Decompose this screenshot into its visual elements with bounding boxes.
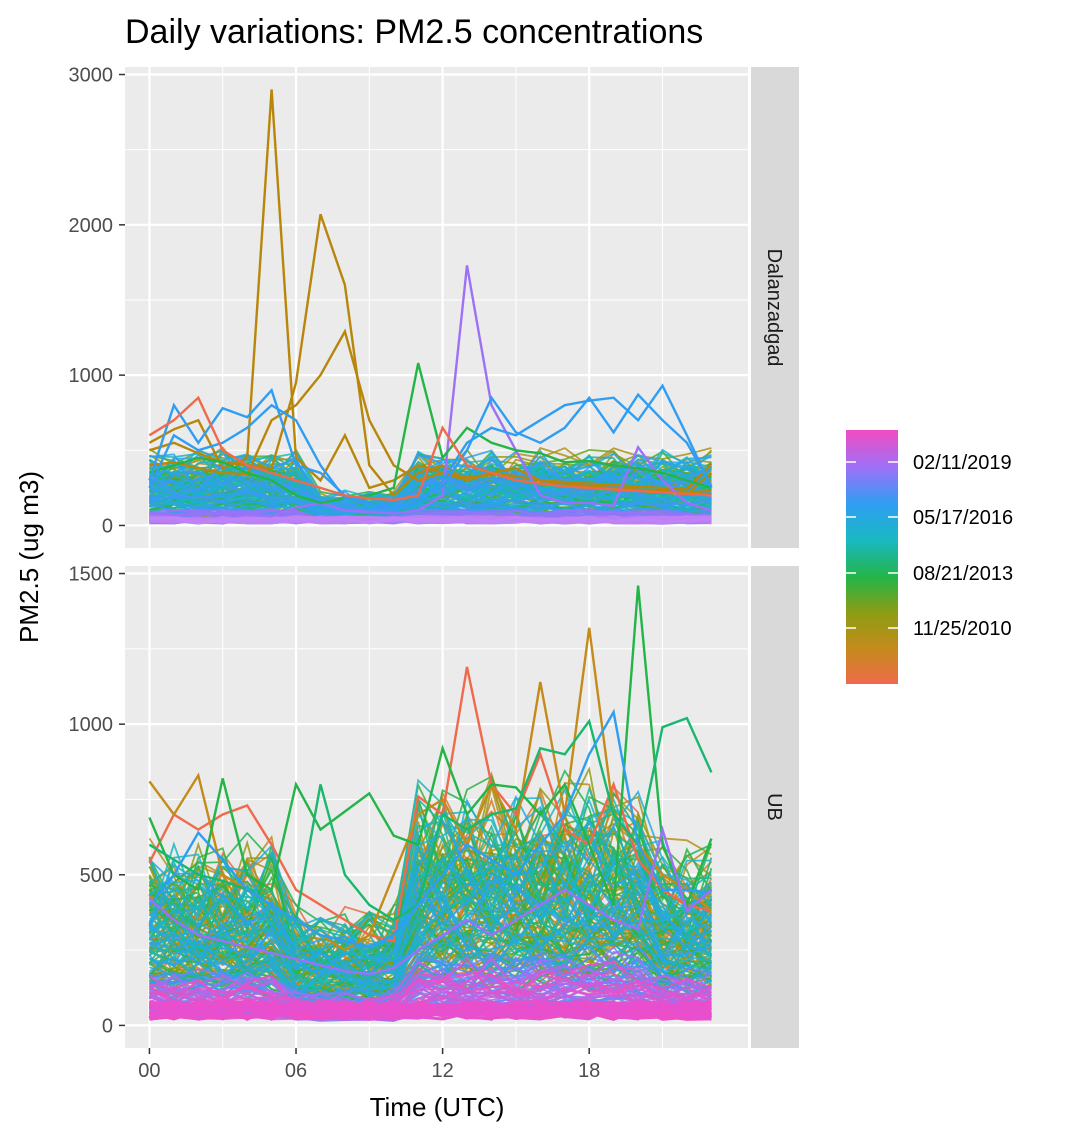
series-line xyxy=(148,909,712,994)
legend-label: 05/17/2016 xyxy=(913,507,1013,529)
x-tick-label: 00 xyxy=(138,1060,160,1082)
series-line xyxy=(149,495,712,519)
series-line xyxy=(148,959,712,1011)
legend-label: 11/25/2010 xyxy=(913,618,1012,640)
series-line xyxy=(148,965,712,1009)
panel-ub: 0 500 1000 1500 UB xyxy=(69,564,799,1048)
panel-gridlines xyxy=(125,67,748,548)
y-axis-ticks: 0 1000 2000 3000 xyxy=(69,65,125,537)
legend-label: 02/11/2019 xyxy=(913,452,1012,474)
strip-background xyxy=(751,566,799,1048)
color-legend: 02/11/2019 05/17/2016 08/21/2013 11/25/2010 xyxy=(846,430,1013,684)
series-line xyxy=(148,972,712,1011)
highlighted-series-line xyxy=(149,213,712,498)
series-line xyxy=(149,886,713,990)
highlighted-series-line xyxy=(148,392,713,511)
y-tick-label: 1500 xyxy=(69,564,114,586)
panel-lines xyxy=(148,89,713,525)
series-line xyxy=(148,813,712,974)
series-line xyxy=(149,982,712,1011)
y-tick-label: 1000 xyxy=(69,714,114,736)
strip-label-dalanzadgad: Dalanzadgad xyxy=(763,249,785,367)
y-tick-label: 500 xyxy=(80,865,113,887)
y-tick-label: 3000 xyxy=(69,65,114,87)
legend-colorbar xyxy=(846,430,898,684)
y-tick-label: 0 xyxy=(102,1015,113,1037)
highlighted-series-line xyxy=(148,708,712,949)
y-tick-label: 2000 xyxy=(69,215,114,237)
chart-title: Daily variations: PM2.5 concentrations xyxy=(125,13,703,51)
series-line xyxy=(149,896,713,994)
series-line xyxy=(148,934,712,996)
x-axis-ticks: 00 06 12 18 xyxy=(138,1048,600,1082)
series-line xyxy=(149,1001,712,1020)
highlighted-series-line xyxy=(149,265,712,518)
y-tick-label: 1000 xyxy=(69,365,114,387)
series-line xyxy=(148,877,713,977)
series-line xyxy=(148,872,712,983)
series-line xyxy=(148,1000,712,1021)
series-line xyxy=(149,516,712,525)
highlighted-series-line xyxy=(148,825,713,976)
legend-ticks: 02/11/2019 05/17/2016 08/21/2013 11/25/2010 xyxy=(846,452,1013,640)
series-line xyxy=(149,885,712,987)
panel-dalanzadgad: 0 1000 2000 3000 Dalanzadgad xyxy=(69,65,799,548)
series-line xyxy=(149,1000,712,1021)
highlighted-series-line xyxy=(149,362,712,505)
panel-lines xyxy=(148,585,713,1023)
x-tick-label: 12 xyxy=(431,1060,453,1082)
series-line xyxy=(149,908,712,999)
x-tick-label: 06 xyxy=(285,1060,307,1082)
highlighted-series-line xyxy=(148,585,713,909)
highlighted-series-line xyxy=(148,716,713,922)
y-tick-label: 0 xyxy=(102,515,113,537)
highlighted-series-line xyxy=(148,395,712,502)
strip-background xyxy=(751,67,799,548)
series-line xyxy=(148,979,712,1015)
series-line xyxy=(148,840,713,977)
x-axis-title: Time (UTC) xyxy=(370,1092,505,1122)
series-line xyxy=(148,449,712,510)
y-axis-ticks: 0 500 1000 1500 xyxy=(69,564,125,1037)
y-axis-title: PM2.5 (ug m3) xyxy=(14,471,44,643)
highlighted-series-line xyxy=(149,328,713,491)
strip-label-ub: UB xyxy=(763,793,785,821)
series-line xyxy=(148,818,712,951)
highlighted-series-line xyxy=(148,666,712,943)
legend-label: 08/21/2013 xyxy=(913,563,1013,585)
series-line xyxy=(148,960,712,1008)
x-tick-label: 18 xyxy=(578,1060,600,1082)
series-line xyxy=(149,818,712,967)
